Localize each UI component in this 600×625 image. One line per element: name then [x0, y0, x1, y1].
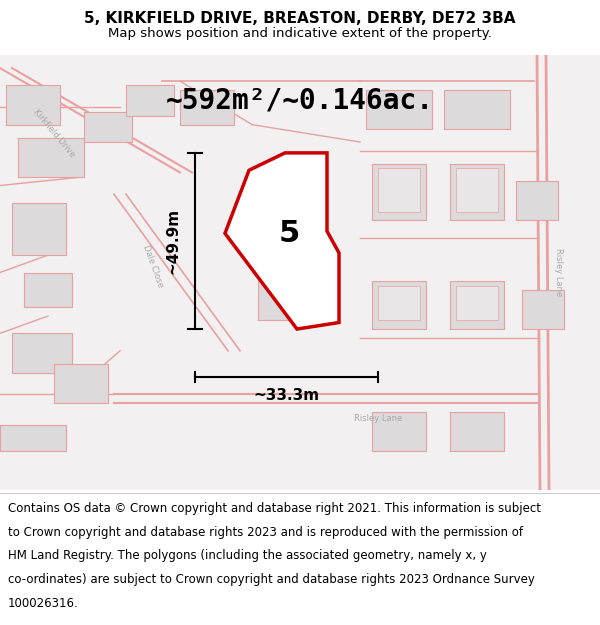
Polygon shape — [225, 153, 339, 329]
Bar — [24, 272, 72, 308]
Text: ~592m²/~0.146ac.: ~592m²/~0.146ac. — [166, 87, 434, 114]
Bar — [372, 164, 426, 220]
Bar — [456, 286, 498, 321]
Text: Kirkfield Drive: Kirkfield Drive — [31, 107, 77, 159]
Text: 5, KIRKFIELD DRIVE, BREASTON, DERBY, DE72 3BA: 5, KIRKFIELD DRIVE, BREASTON, DERBY, DE7… — [84, 11, 516, 26]
Text: Contains OS data © Crown copyright and database right 2021. This information is : Contains OS data © Crown copyright and d… — [8, 502, 541, 515]
Bar — [180, 90, 234, 124]
Bar — [12, 203, 66, 255]
Bar — [84, 111, 132, 142]
Bar — [378, 286, 420, 321]
Bar — [258, 281, 300, 321]
Bar — [54, 364, 108, 403]
Text: Risley Lane: Risley Lane — [354, 414, 402, 422]
Bar — [450, 164, 504, 220]
Text: 100026316.: 100026316. — [8, 597, 79, 609]
Bar — [6, 86, 60, 124]
Bar — [0, 425, 66, 451]
Text: to Crown copyright and database rights 2023 and is reproduced with the permissio: to Crown copyright and database rights 2… — [8, 526, 523, 539]
Bar — [246, 181, 318, 246]
Text: co-ordinates) are subject to Crown copyright and database rights 2023 Ordnance S: co-ordinates) are subject to Crown copyr… — [8, 573, 535, 586]
Bar — [378, 168, 420, 212]
Bar — [522, 290, 564, 329]
Bar — [450, 412, 504, 451]
Bar — [12, 333, 72, 372]
Bar — [372, 281, 426, 329]
Bar — [252, 190, 306, 238]
Text: Map shows position and indicative extent of the property.: Map shows position and indicative extent… — [108, 27, 492, 39]
Text: ~49.9m: ~49.9m — [165, 208, 180, 274]
Bar — [18, 138, 84, 177]
Bar — [516, 181, 558, 220]
Bar — [444, 90, 510, 129]
Bar — [456, 168, 498, 212]
Text: ~33.3m: ~33.3m — [253, 388, 320, 402]
Text: HM Land Registry. The polygons (including the associated geometry, namely x, y: HM Land Registry. The polygons (includin… — [8, 549, 487, 562]
Bar — [450, 281, 504, 329]
Bar — [372, 412, 426, 451]
Bar — [366, 90, 432, 129]
Text: 5: 5 — [278, 219, 300, 248]
Text: Dale Close: Dale Close — [141, 243, 165, 289]
Text: Risley Lane: Risley Lane — [554, 248, 563, 297]
Bar — [126, 86, 174, 116]
